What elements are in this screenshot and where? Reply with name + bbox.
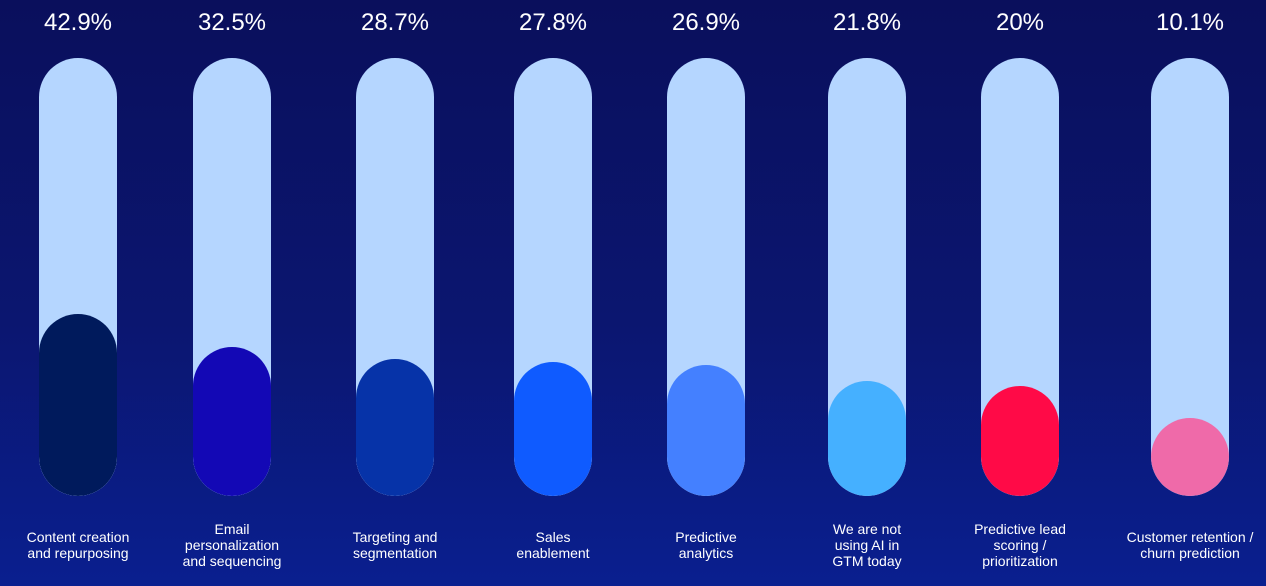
bar-fill-content-creation (39, 314, 117, 496)
value-label-email-personalization: 32.5% (197, 9, 267, 36)
category-label-sales-enablement: Sales enablement (516, 529, 590, 561)
bar-track-predictive-lead-scoring (981, 58, 1059, 496)
value-label-sales-enablement: 27.8% (518, 9, 588, 36)
category-label-predictive-lead-scoring: Predictive lead scoring / prioritization (974, 521, 1066, 569)
category-label-content-creation: Content creation and repurposing (26, 529, 130, 561)
bar-track-targeting-segmentation (356, 58, 434, 496)
category-label-not-using-ai: We are not using AI in GTM today (832, 521, 902, 569)
bar-track-predictive-analytics (667, 58, 745, 496)
bar-track-content-creation (39, 58, 117, 496)
category-label-customer-retention: Customer retention / churn prediction (1126, 529, 1254, 561)
bar-track-customer-retention (1151, 58, 1229, 496)
bar-fill-predictive-lead-scoring (981, 386, 1059, 496)
value-label-targeting-segmentation: 28.7% (360, 9, 430, 36)
bar-fill-predictive-analytics (667, 365, 745, 496)
category-label-email-personalization: Email personalization and sequencing (182, 521, 282, 569)
bar-fill-email-personalization (193, 347, 271, 496)
bar-fill-not-using-ai (828, 381, 906, 496)
bar-fill-targeting-segmentation (356, 359, 434, 496)
value-label-content-creation: 42.9% (43, 9, 113, 36)
value-label-customer-retention: 10.1% (1155, 9, 1225, 36)
category-label-targeting-segmentation: Targeting and segmentation (352, 529, 438, 561)
bar-fill-sales-enablement (514, 362, 592, 496)
value-label-predictive-lead-scoring: 20% (995, 9, 1045, 36)
category-label-predictive-analytics: Predictive analytics (675, 529, 737, 561)
value-label-not-using-ai: 21.8% (832, 9, 902, 36)
value-label-predictive-analytics: 26.9% (671, 9, 741, 36)
bar-track-not-using-ai (828, 58, 906, 496)
bar-fill-customer-retention (1151, 418, 1229, 496)
bar-track-email-personalization (193, 58, 271, 496)
bar-track-sales-enablement (514, 58, 592, 496)
